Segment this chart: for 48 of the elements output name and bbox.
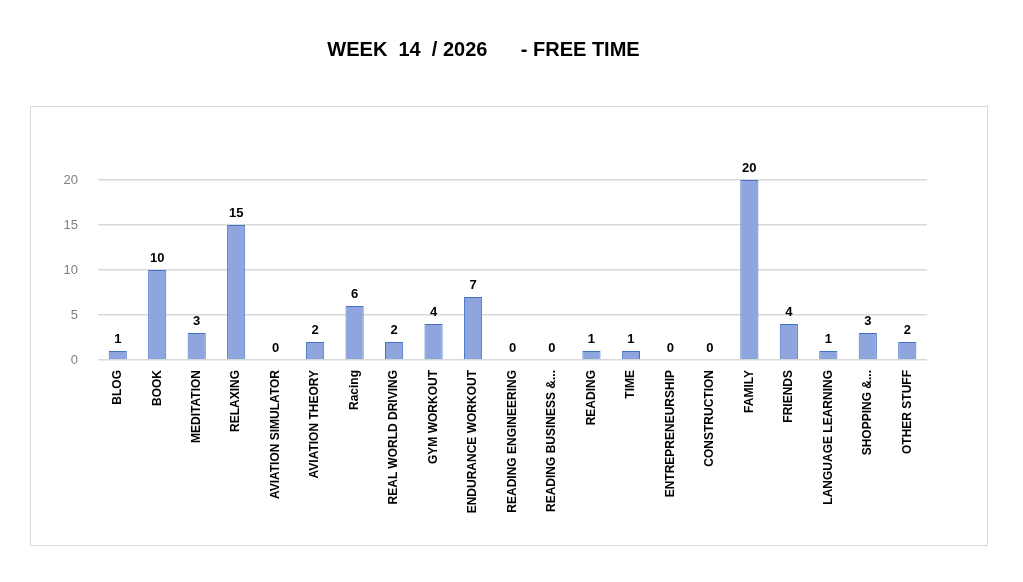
y-tick-label: 20 — [63, 171, 78, 187]
data-label: 1 — [587, 331, 596, 347]
data-label: 1 — [114, 331, 122, 347]
data-label: 2 — [903, 322, 911, 338]
chart-title: WEEK 14 / 2026 - FREE TIME — [327, 37, 640, 60]
x-tick-label: SHOPPING &... — [860, 370, 875, 456]
data-label: 4 — [429, 304, 438, 320]
data-label: 20 — [742, 160, 757, 176]
x-tick-label: BLOG — [110, 370, 125, 405]
data-label: 3 — [193, 313, 201, 329]
data-label: 15 — [228, 205, 244, 221]
x-tick-label: READING ENGINEERING — [504, 370, 519, 513]
x-tick-label: GYM WORKOUT — [425, 369, 440, 464]
data-label: 0 — [548, 340, 556, 356]
x-tick-label: FRIENDS — [781, 370, 796, 423]
x-tick-label: OTHER STUFF — [899, 370, 914, 454]
x-tick-label: READING BUSINESS &... — [544, 370, 559, 513]
y-tick-label: 0 — [70, 351, 78, 367]
y-tick-label: 15 — [63, 216, 78, 232]
y-tick-label: 5 — [70, 306, 78, 322]
x-tick-label: ENDURANCE WORKOUT — [465, 369, 480, 514]
x-tick-label: AVIATION SIMULATOR — [267, 369, 282, 500]
data-label: 2 — [311, 322, 319, 338]
x-tick-label: LANGUAGE LEARNING — [820, 370, 835, 505]
data-label: 1 — [824, 331, 832, 347]
x-tick-label: FAMILY — [741, 370, 756, 413]
x-tick-label: READING — [583, 370, 598, 426]
data-label: 6 — [350, 286, 359, 302]
x-tick-label: ENTREPRENEURSHIP — [662, 370, 677, 498]
data-label: 2 — [390, 322, 398, 338]
x-tick-label: MEDITATION — [189, 370, 203, 443]
x-tick-label: Racing — [346, 370, 361, 411]
data-label: 1 — [627, 331, 635, 347]
data-label: 7 — [469, 277, 477, 293]
data-label: 0 — [508, 340, 517, 356]
x-tick-label: CONSTRUCTION — [702, 370, 717, 467]
data-label: 0 — [272, 340, 280, 356]
x-tick-label: BOOK — [149, 369, 164, 406]
data-label: 4 — [785, 304, 794, 320]
x-tick-label: REAL WORLD DRIVING — [386, 370, 401, 505]
x-tick-label: AVIATION THEORY — [307, 370, 322, 479]
y-tick-label: 10 — [63, 261, 78, 277]
data-label: 10 — [149, 250, 165, 266]
data-label: 0 — [706, 340, 714, 356]
x-tick-label: TIME — [623, 370, 638, 399]
x-tick-label: RELAXING — [228, 370, 243, 433]
data-label: 0 — [666, 340, 675, 356]
data-label: 3 — [864, 313, 872, 329]
